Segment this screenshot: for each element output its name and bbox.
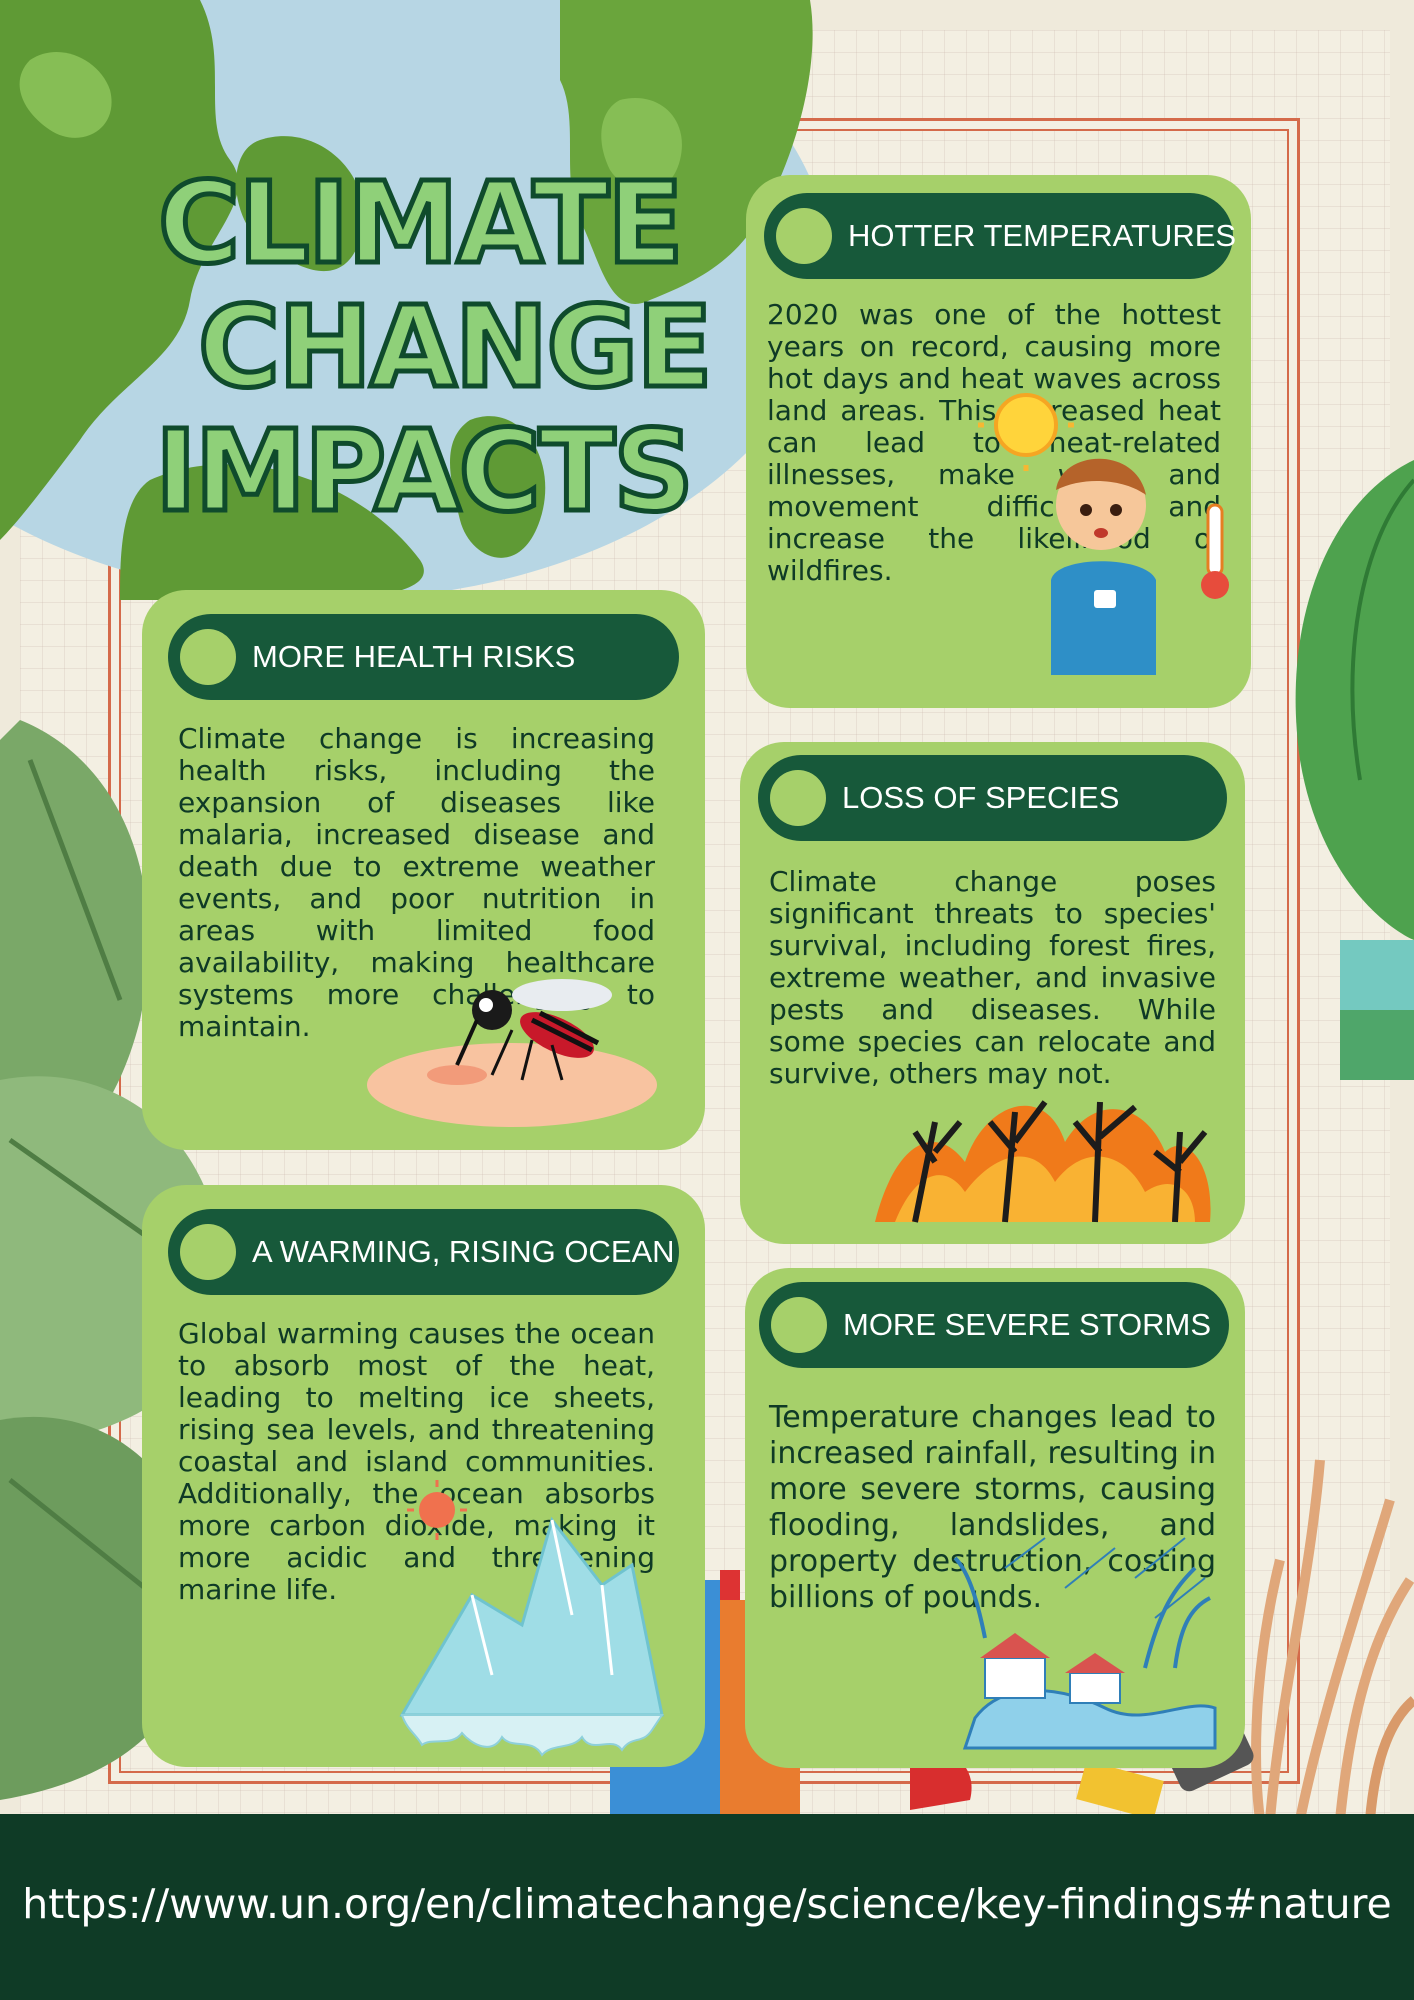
card-heading: LOSS OF SPECIES [842, 780, 1120, 815]
title-line-3: IMPACTS [153, 407, 697, 537]
bullet-dot [776, 208, 832, 264]
card-body: 2020 was one of the hottest years on rec… [767, 298, 1221, 587]
grass-decoration [1251, 1459, 1414, 1820]
source-url-link[interactable]: https://www.un.org/en/climatechange/scie… [22, 1880, 1392, 1928]
leaf-decoration-right [1295, 460, 1414, 940]
card-body: Temperature changes lead to increased ra… [769, 1400, 1216, 1615]
teal-stripe-decoration [1340, 940, 1414, 1080]
card-heading: MORE HEALTH RISKS [252, 639, 576, 674]
bullet-dot [180, 629, 236, 685]
card-heading-pill: MORE SEVERE STORMS [759, 1282, 1229, 1368]
sweating-boy-icon [978, 393, 1229, 675]
mosquito-icon [367, 979, 657, 1127]
storm-flood-icon [953, 1537, 1217, 1750]
melting-iceberg-icon [399, 1480, 664, 1757]
card-more-health-risks: MORE HEALTH RISKS Climate change is incr… [142, 590, 705, 1150]
earth-globe-icon [0, 0, 820, 600]
card-heading: MORE SEVERE STORMS [843, 1307, 1212, 1342]
bullet-dot [770, 770, 826, 826]
card-loss-of-species: LOSS OF SPECIES Climate change poses sig… [740, 742, 1245, 1244]
card-heading: A WARMING, RISING OCEAN [252, 1234, 675, 1269]
card-heading-pill: LOSS OF SPECIES [758, 755, 1227, 841]
card-hotter-temperatures: HOTTER TEMPERATURES 2020 was one of the … [746, 175, 1251, 708]
card-heading-pill: MORE HEALTH RISKS [168, 614, 679, 700]
footer-bar [0, 1814, 1414, 2000]
card-warming-rising-ocean: A WARMING, RISING OCEAN Global warming c… [142, 1185, 705, 1767]
card-body: Climate change poses significant threats… [769, 865, 1216, 1090]
bullet-dot [180, 1224, 236, 1280]
card-body: Global warming causes the ocean to absor… [178, 1317, 655, 1606]
title-line-1: CLIMATE [156, 159, 687, 289]
card-heading: HOTTER TEMPERATURES [848, 218, 1237, 253]
title-line-2: CHANGE [196, 283, 716, 413]
card-more-severe-storms: MORE SEVERE STORMS Temperature changes l… [745, 1268, 1245, 1768]
forest-fire-icon [875, 1100, 1211, 1223]
card-heading-pill: A WARMING, RISING OCEAN [168, 1209, 679, 1295]
card-heading-pill: HOTTER TEMPERATURES [764, 193, 1237, 279]
bullet-dot [771, 1297, 827, 1353]
